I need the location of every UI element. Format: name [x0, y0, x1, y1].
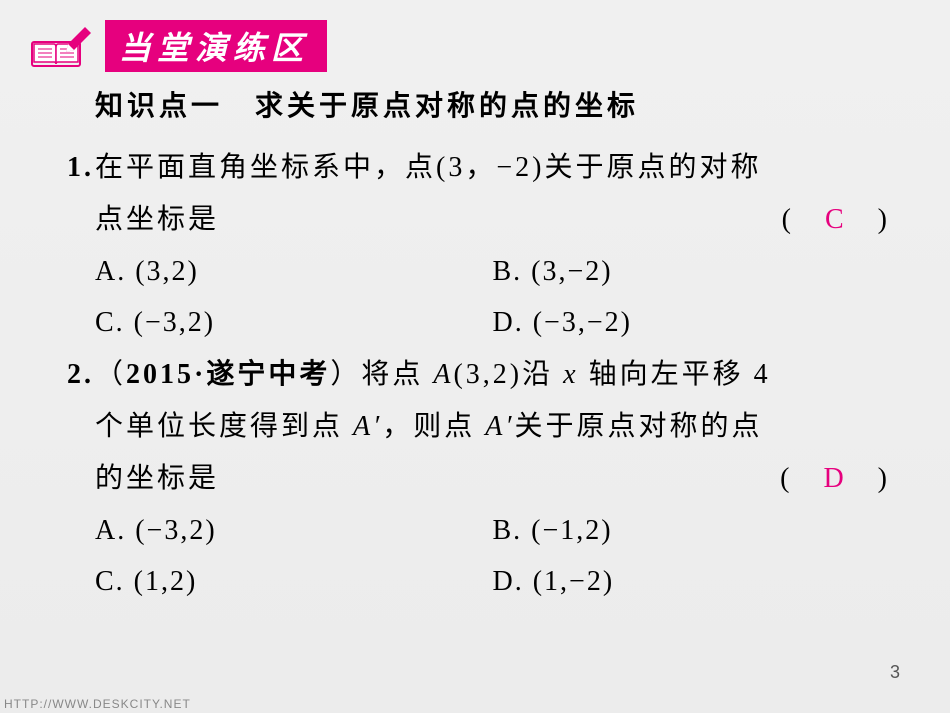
q2-optD: D. (1,−2)	[493, 556, 891, 608]
q2-number: 2.	[67, 349, 95, 401]
q2-line2: 个单位长度得到点 A′，则点 A′关于原点对称的点	[95, 401, 890, 453]
q1-optD: D. (−3,−2)	[493, 297, 891, 349]
q1-line2: 点坐标是 ( C )	[95, 194, 890, 246]
watermark: HTTP://WWW.DESKCITY.NET	[4, 697, 191, 711]
q2-answer-paren: ( D )	[780, 453, 890, 505]
q2-answer: D	[823, 463, 846, 494]
q2-tail1: 轴向左平移 4	[579, 359, 771, 390]
q2-Ap2: A′	[485, 411, 514, 442]
q1-text1: 在平面直角坐标系中，点(3，−2)关于原点的对称	[95, 152, 761, 183]
q2-line1: 2.（2015·遂宁中考）将点 A(3,2)沿 x 轴向左平移 4	[95, 349, 890, 401]
page-number: 3	[890, 662, 900, 683]
q1-number: 1.	[67, 142, 95, 194]
q2-optA: A. (−3,2)	[95, 505, 493, 557]
q1-answer: C	[825, 204, 847, 235]
question-2: 2.（2015·遂宁中考）将点 A(3,2)沿 x 轴向左平移 4 个单位长度得…	[95, 349, 890, 608]
q2-l2a: 个单位长度得到点	[95, 411, 353, 442]
q1-text2: 点坐标是	[95, 194, 219, 246]
q2-source: 2015·遂宁中考	[126, 359, 330, 390]
q2-Ap1: A′	[353, 411, 382, 442]
q2-line3: 的坐标是 ( D )	[95, 453, 890, 505]
knowledge-point-title: 知识点一 求关于原点对称的点的坐标	[95, 84, 890, 124]
q1-optA: A. (3,2)	[95, 246, 493, 298]
section-title: 当堂演练区	[105, 20, 327, 72]
q1-optC: C. (−3,2)	[95, 297, 493, 349]
q2-Acoords: (3,2)沿	[453, 359, 563, 390]
q1-options: A. (3,2) B. (3,−2) C. (−3,2) D. (−3,−2)	[95, 246, 890, 350]
question-1: 1.在平面直角坐标系中，点(3，−2)关于原点的对称 点坐标是 ( C ) A.…	[95, 142, 890, 349]
q1-optB: B. (3,−2)	[493, 246, 891, 298]
book-pencil-icon	[30, 24, 95, 69]
q2-l2b: ，则点	[382, 411, 485, 442]
q2-options: A. (−3,2) B. (−1,2) C. (1,2) D. (1,−2)	[95, 505, 890, 609]
q2-l3: 的坐标是	[95, 453, 219, 505]
q2-l2c: 关于原点对称的点	[515, 411, 763, 442]
q2-src-r: ）将点	[330, 359, 433, 390]
q1-line1: 1.在平面直角坐标系中，点(3，−2)关于原点的对称	[95, 142, 890, 194]
q2-A: A	[433, 359, 453, 390]
header: 当堂演练区	[0, 0, 950, 72]
q1-answer-paren: ( C )	[782, 194, 890, 246]
content-area: 知识点一 求关于原点对称的点的坐标 1.在平面直角坐标系中，点(3，−2)关于原…	[0, 72, 950, 608]
q2-x: x	[563, 359, 578, 390]
q2-optB: B. (−1,2)	[493, 505, 891, 557]
q2-optC: C. (1,2)	[95, 556, 493, 608]
q2-src-l: （	[95, 359, 126, 390]
